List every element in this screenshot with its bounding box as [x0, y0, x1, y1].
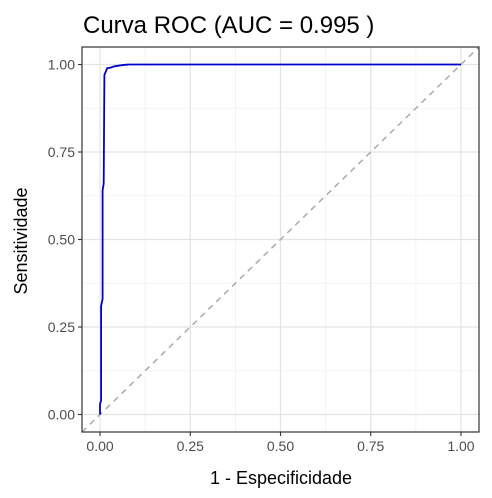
x-tick-label-2: 0.50: [267, 438, 294, 454]
y-tick-label-1: 0.25: [48, 319, 75, 335]
x-tick-label-0: 0.00: [86, 438, 113, 454]
roc-curve: [99, 63, 461, 415]
x-axis-ticks: 0.00 0.25 0.50 0.75 1.00: [86, 432, 475, 454]
y-tick-label-0: 0.00: [48, 407, 75, 423]
x-axis-title: 1 - Especificidade: [210, 468, 352, 488]
x-tick-label-4: 1.00: [447, 438, 474, 454]
diagonal-reference-line: [81, 46, 480, 433]
y-tick-label-3: 0.75: [48, 144, 75, 160]
x-tick-label-1: 0.25: [177, 438, 204, 454]
y-axis-title: Sensitividade: [11, 187, 31, 294]
y-tick-label-2: 0.50: [48, 232, 75, 248]
y-axis-ticks: 0.00 0.25 0.50 0.75 1.00: [48, 57, 82, 423]
x-tick-label-3: 0.75: [357, 438, 384, 454]
series-layer: [81, 46, 480, 433]
y-tick-label-4: 1.00: [48, 57, 75, 73]
chart-title: Curva ROC (AUC = 0.995 ): [83, 12, 374, 39]
